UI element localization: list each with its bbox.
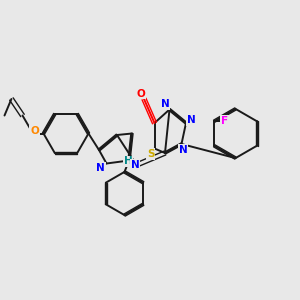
Text: S: S bbox=[147, 149, 155, 159]
Text: H: H bbox=[124, 156, 133, 167]
Text: O: O bbox=[136, 88, 146, 99]
Text: N: N bbox=[130, 160, 140, 170]
Text: N: N bbox=[178, 145, 188, 155]
Text: O: O bbox=[30, 125, 39, 136]
Text: F: F bbox=[221, 116, 228, 126]
Text: N: N bbox=[160, 99, 169, 109]
Text: N: N bbox=[96, 163, 105, 173]
Text: N: N bbox=[187, 115, 196, 125]
